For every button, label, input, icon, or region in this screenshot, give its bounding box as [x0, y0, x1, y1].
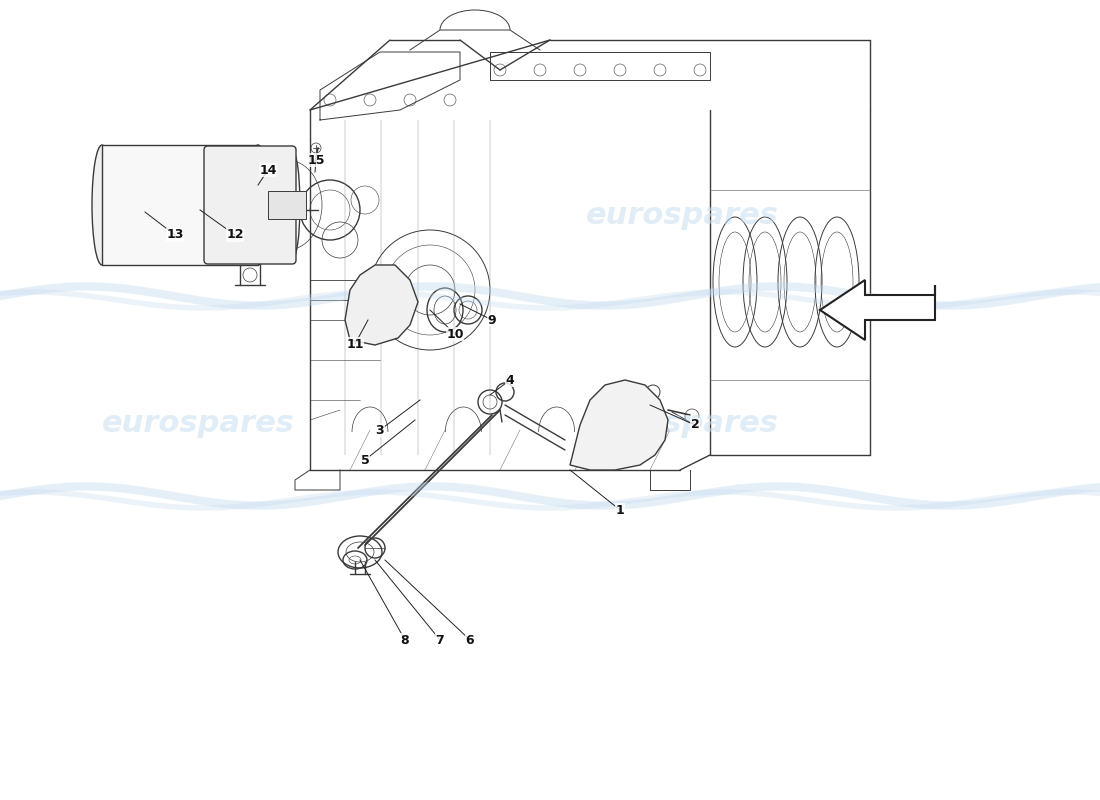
Polygon shape — [345, 265, 418, 345]
Text: eurospares: eurospares — [585, 410, 779, 438]
Bar — [102, 145, 258, 265]
Text: eurospares: eurospares — [585, 202, 779, 230]
FancyBboxPatch shape — [204, 146, 296, 264]
Ellipse shape — [92, 145, 112, 265]
Polygon shape — [820, 280, 935, 340]
Circle shape — [243, 268, 257, 282]
Text: 8: 8 — [400, 634, 409, 646]
Text: 6: 6 — [465, 634, 474, 646]
Text: 9: 9 — [487, 314, 496, 326]
Circle shape — [573, 448, 587, 462]
Text: 1: 1 — [616, 503, 625, 517]
Text: 13: 13 — [166, 229, 184, 242]
Text: 10: 10 — [447, 327, 464, 341]
Text: 7: 7 — [436, 634, 444, 646]
Text: 12: 12 — [227, 229, 244, 242]
Text: 15: 15 — [307, 154, 324, 166]
Polygon shape — [570, 380, 668, 470]
Text: 11: 11 — [346, 338, 364, 350]
Text: eurospares: eurospares — [101, 202, 295, 230]
Circle shape — [646, 385, 660, 399]
Bar — [268, 191, 306, 219]
Text: 3: 3 — [376, 423, 384, 437]
Ellipse shape — [246, 145, 270, 265]
Text: 14: 14 — [260, 163, 277, 177]
Text: 5: 5 — [361, 454, 370, 466]
Text: eurospares: eurospares — [101, 410, 295, 438]
Text: 2: 2 — [691, 418, 700, 431]
Text: 4: 4 — [506, 374, 515, 386]
